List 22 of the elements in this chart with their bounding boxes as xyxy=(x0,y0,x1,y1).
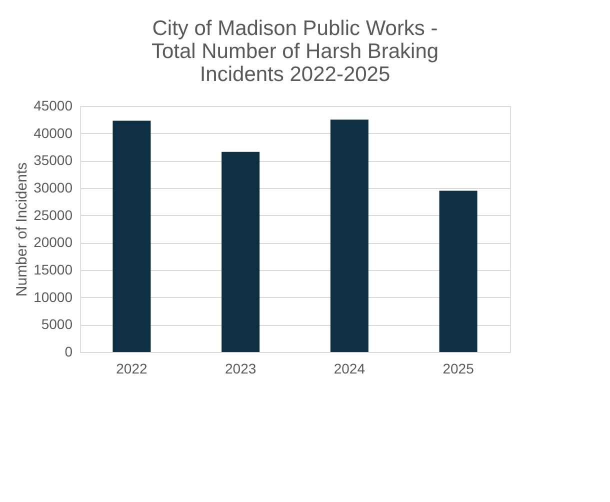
y-tick-label: 10000 xyxy=(34,288,73,305)
y-tick-label: 40000 xyxy=(34,124,73,141)
bar xyxy=(112,120,151,352)
y-tick-label: 35000 xyxy=(34,152,73,168)
y-tick-label: 20000 xyxy=(34,234,73,250)
y-tick-label: 15000 xyxy=(34,262,73,278)
x-tick-label: 2022 xyxy=(116,360,148,376)
x-tick-label: 2025 xyxy=(442,360,474,376)
y-axis-title: Number of Incidents xyxy=(14,162,31,297)
text: Total Number of Harsh Braking xyxy=(151,40,439,63)
y-tick-label: 0 xyxy=(64,344,73,360)
x-tick-label: 2024 xyxy=(334,360,366,376)
y-tick-label: 5000 xyxy=(41,316,73,332)
text: Incidents 2022-2025 xyxy=(200,63,390,86)
text: City of Madison Public Works - xyxy=(152,17,438,40)
bar xyxy=(330,120,368,352)
bar xyxy=(222,152,260,352)
x-tick-label: 2023 xyxy=(224,360,256,376)
bar xyxy=(439,190,478,352)
y-tick-label: 30000 xyxy=(34,180,73,196)
y-tick-label: 45000 xyxy=(34,98,73,114)
y-tick-label: 25000 xyxy=(34,206,73,223)
